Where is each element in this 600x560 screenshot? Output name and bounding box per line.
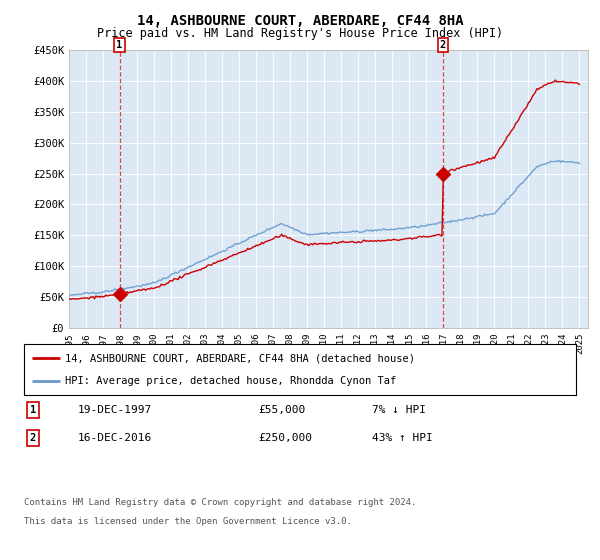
- Point: [115, 290, 124, 298]
- Text: 7% ↓ HPI: 7% ↓ HPI: [372, 405, 426, 415]
- Text: Price paid vs. HM Land Registry's House Price Index (HPI): Price paid vs. HM Land Registry's House …: [97, 27, 503, 40]
- Text: £250,000: £250,000: [258, 433, 312, 443]
- Text: 2: 2: [440, 40, 446, 50]
- Text: 14, ASHBOURNE COURT, ABERDARE, CF44 8HA (detached house): 14, ASHBOURNE COURT, ABERDARE, CF44 8HA …: [65, 353, 415, 363]
- Text: This data is licensed under the Open Government Licence v3.0.: This data is licensed under the Open Gov…: [24, 517, 352, 526]
- Text: 1: 1: [116, 40, 122, 50]
- Text: Contains HM Land Registry data © Crown copyright and database right 2024.: Contains HM Land Registry data © Crown c…: [24, 498, 416, 507]
- Text: 2: 2: [30, 433, 36, 443]
- Text: 1: 1: [30, 405, 36, 415]
- Text: HPI: Average price, detached house, Rhondda Cynon Taf: HPI: Average price, detached house, Rhon…: [65, 376, 397, 386]
- Text: 43% ↑ HPI: 43% ↑ HPI: [372, 433, 433, 443]
- Text: £55,000: £55,000: [258, 405, 305, 415]
- Text: 19-DEC-1997: 19-DEC-1997: [78, 405, 152, 415]
- Point: [438, 169, 448, 178]
- Text: 16-DEC-2016: 16-DEC-2016: [78, 433, 152, 443]
- Text: 14, ASHBOURNE COURT, ABERDARE, CF44 8HA: 14, ASHBOURNE COURT, ABERDARE, CF44 8HA: [137, 14, 463, 28]
